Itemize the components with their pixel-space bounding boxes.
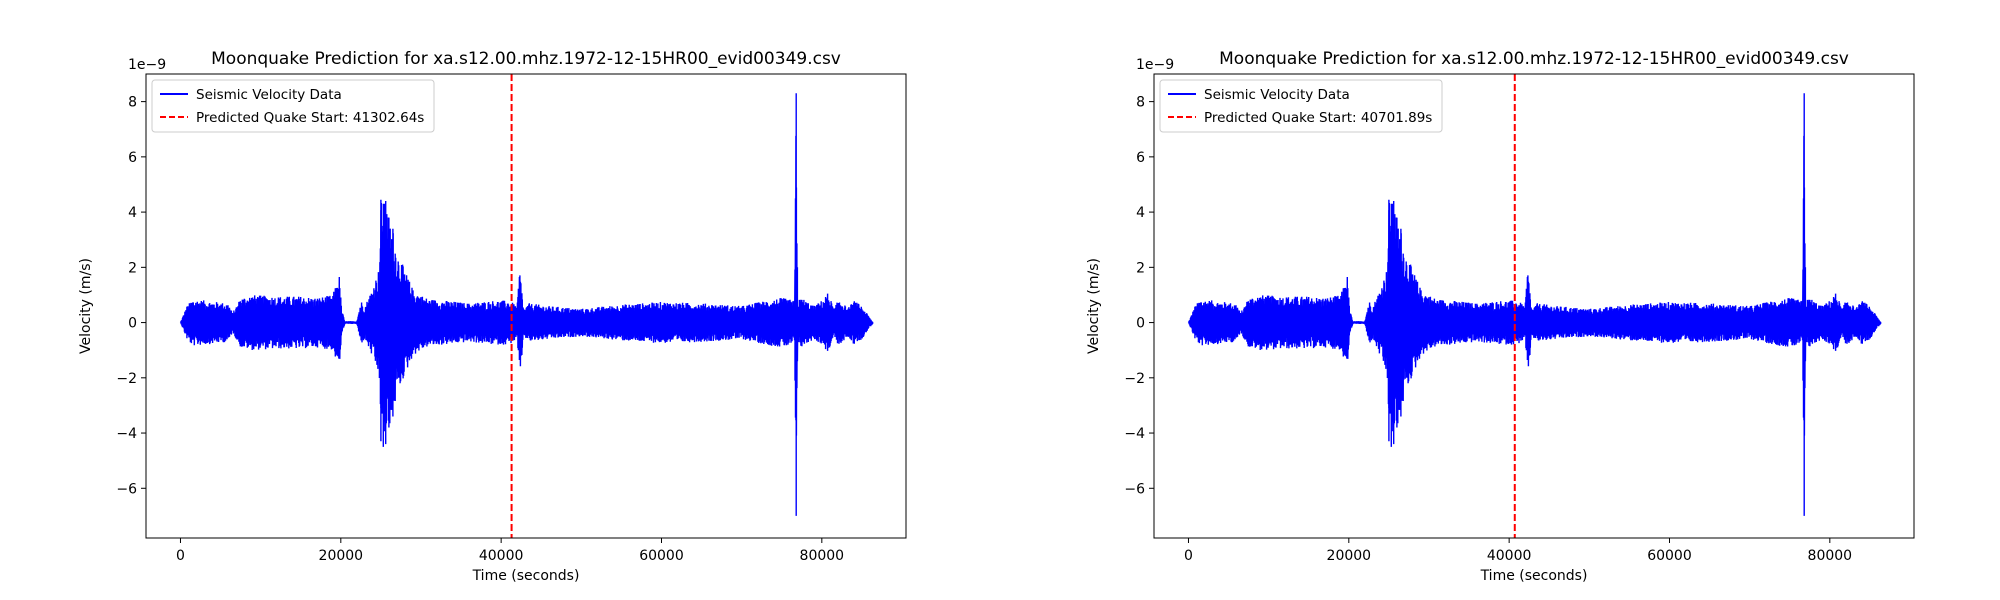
x-tick-label: 40000 <box>1487 548 1532 564</box>
x-tick-label: 60000 <box>639 548 684 564</box>
legend-box <box>151 79 435 133</box>
y-offset-label: 1e−9 <box>1136 57 1174 73</box>
legend-label-prediction: Predicted Quake Start: 40701.89s <box>1204 110 1432 126</box>
y-tick-label: 6 <box>128 150 137 166</box>
chart-panel-2: Moonquake Prediction for xa.s12.00.mhz.1… <box>1086 49 1915 584</box>
y-tick-label: 8 <box>1136 95 1145 111</box>
chart-title: Moonquake Prediction for xa.s12.00.mhz.1… <box>1219 49 1849 69</box>
x-tick-label: 0 <box>176 548 185 564</box>
legend-label-prediction: Predicted Quake Start: 41302.64s <box>196 110 424 126</box>
y-tick-label: 0 <box>128 316 137 332</box>
y-tick-label: 8 <box>128 95 137 111</box>
y-axis-label: Velocity (m/s) <box>78 258 94 354</box>
legend: Seismic Velocity Data Predicted Quake Sta… <box>151 79 435 133</box>
y-tick-label: 4 <box>128 205 137 221</box>
y-tick-label: −4 <box>116 426 137 442</box>
x-axis-label: Time (seconds) <box>1480 568 1588 584</box>
plot-area <box>1187 74 1882 538</box>
plot-area <box>179 74 874 538</box>
x-tick-label: 60000 <box>1647 548 1692 564</box>
y-tick-label: 2 <box>1136 260 1145 276</box>
y-tick-label: 0 <box>1136 316 1145 332</box>
seismic-velocity-series <box>179 93 874 516</box>
x-tick-label: 40000 <box>479 548 524 564</box>
y-tick-label: −2 <box>116 371 137 387</box>
legend-label-velocity: Seismic Velocity Data <box>196 87 342 103</box>
legend-label-velocity: Seismic Velocity Data <box>1204 87 1350 103</box>
chart-panel-1: Moonquake Prediction for xa.s12.00.mhz.1… <box>78 49 907 584</box>
y-tick-label: −6 <box>1124 481 1145 497</box>
y-tick-label: 6 <box>1136 150 1145 166</box>
legend: Seismic Velocity Data Predicted Quake Sta… <box>1159 79 1443 133</box>
seismic-velocity-series <box>1187 93 1882 516</box>
axes-frame <box>1153 73 1915 539</box>
x-axis-label: Time (seconds) <box>472 568 580 584</box>
y-axis-label: Velocity (m/s) <box>1086 258 1102 354</box>
y-tick-label: −2 <box>1124 371 1145 387</box>
y-tick-label: 4 <box>1136 205 1145 221</box>
x-tick-label: 20000 <box>319 548 364 564</box>
axes-frame <box>145 73 907 539</box>
y-tick-label: 2 <box>128 260 137 276</box>
y-tick-label: −6 <box>116 481 137 497</box>
x-tick-label: 80000 <box>1808 548 1853 564</box>
x-tick-label: 20000 <box>1327 548 1372 564</box>
y-offset-label: 1e−9 <box>128 57 166 73</box>
chart-title: Moonquake Prediction for xa.s12.00.mhz.1… <box>211 49 841 69</box>
y-tick-label: −4 <box>1124 426 1145 442</box>
legend-box <box>1159 79 1443 133</box>
x-tick-label: 80000 <box>800 548 845 564</box>
x-tick-label: 0 <box>1184 548 1193 564</box>
